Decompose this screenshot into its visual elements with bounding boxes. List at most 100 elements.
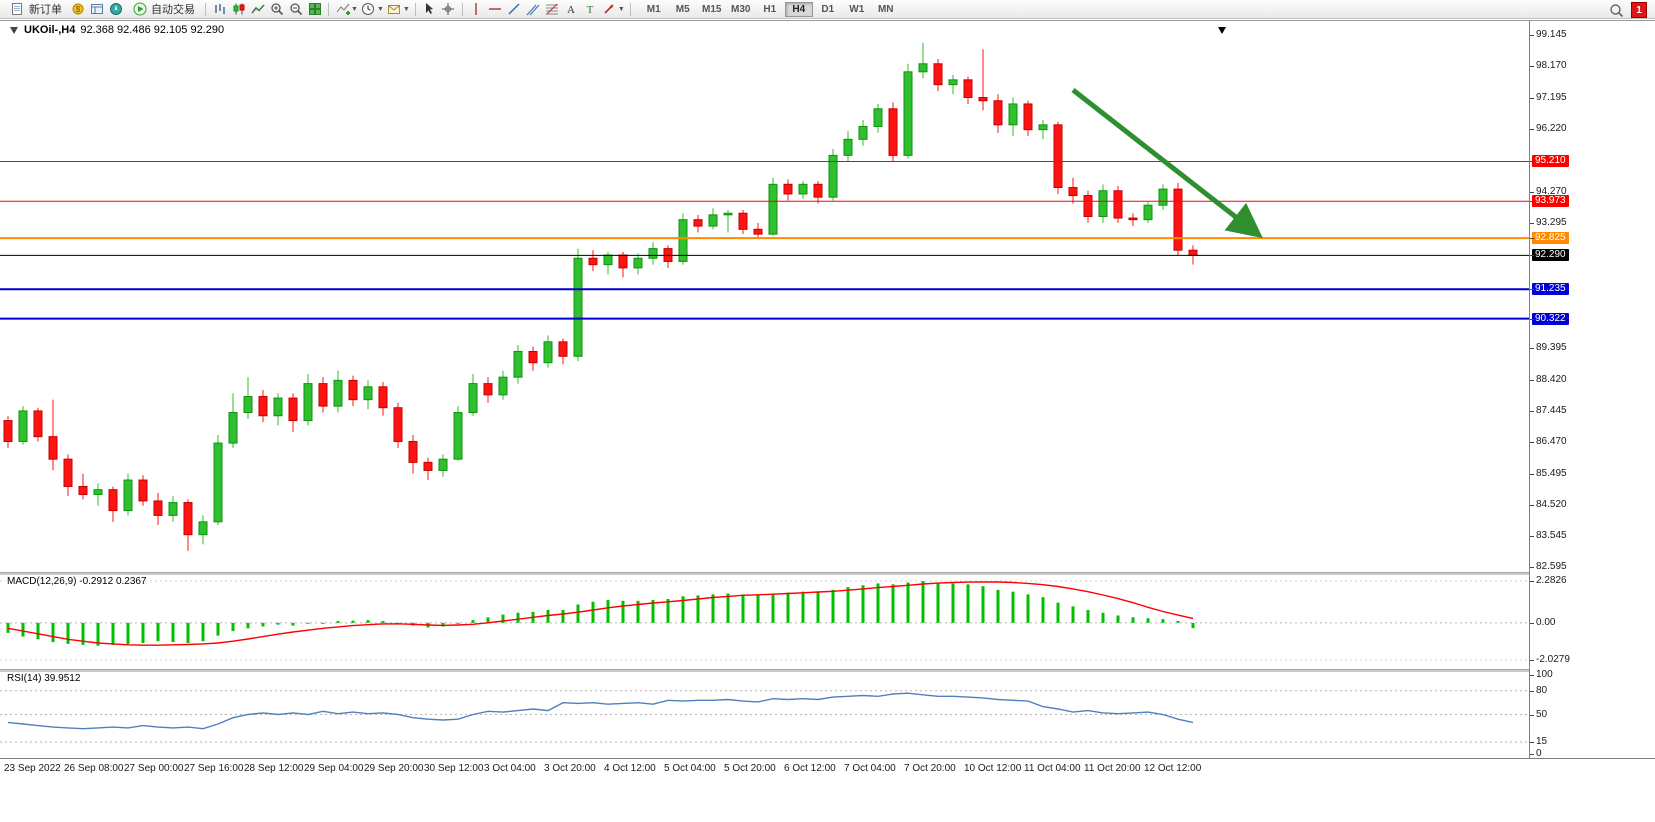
timeframe-h4[interactable]: H4	[784, 1, 813, 17]
macd-histogram-bar	[936, 582, 940, 623]
price-axis-label: 98.170	[1536, 60, 1567, 72]
candlestick-chart-icon[interactable]	[230, 1, 247, 17]
candle-body	[93, 489, 103, 496]
macd-histogram-bar	[861, 585, 865, 623]
macd-histogram-bar	[1026, 594, 1030, 623]
timeframe-w1[interactable]: W1	[849, 3, 865, 15]
timeframe-m1[interactable]: M1	[646, 3, 661, 15]
macd-indicator-panel[interactable]	[0, 574, 1529, 669]
macd-histogram-bar	[231, 622, 235, 632]
price-axis-label: 82.595	[1536, 561, 1567, 572]
macd-histogram-bar	[291, 622, 295, 626]
text-label-icon[interactable]: T	[582, 1, 599, 17]
candle-body	[888, 108, 898, 156]
market-watch-icon[interactable]: $	[69, 1, 86, 17]
navigator-icon[interactable]	[107, 1, 124, 17]
indicators-icon[interactable]	[334, 1, 351, 17]
timeframe-m5[interactable]: M5	[675, 3, 690, 15]
timeframe-m30[interactable]: M30	[731, 3, 751, 15]
new-order-button[interactable]: 新订单	[4, 0, 67, 18]
candle-body	[1083, 195, 1093, 217]
panel-splitter[interactable]	[0, 572, 1655, 575]
periods-icon[interactable]	[360, 1, 377, 17]
chart-symbol-icon[interactable]	[8, 25, 19, 36]
toolbar-separator	[414, 2, 416, 16]
zoom-in-icon[interactable]	[268, 1, 285, 17]
axis-tick	[1530, 742, 1534, 744]
autotrading-button[interactable]: 自动交易	[126, 0, 200, 18]
macd-histogram-bar	[876, 583, 880, 623]
candle-body	[138, 479, 148, 502]
search-icon[interactable]	[1608, 2, 1625, 18]
macd-histogram-bar	[321, 622, 325, 624]
timeframe-m15[interactable]: M15	[702, 3, 722, 15]
macd-histogram-bar	[246, 622, 250, 629]
candle-body	[483, 383, 493, 396]
axis-tick	[1530, 223, 1534, 225]
crosshair-icon[interactable]	[440, 1, 457, 17]
candle-body	[78, 485, 88, 496]
candle-body	[198, 521, 208, 536]
macd-histogram-bar	[51, 622, 55, 643]
macd-histogram-bar	[156, 622, 160, 642]
macd-label: MACD(12,26,9) -0.2912 0.2367	[5, 576, 149, 587]
macd-histogram-bar	[906, 582, 910, 623]
macd-histogram-bar	[1161, 619, 1165, 623]
candle-body	[1023, 103, 1033, 131]
fibonacci-icon[interactable]	[544, 1, 561, 17]
equidistant-channel-icon[interactable]	[525, 1, 542, 17]
arrows-dropdown-caret[interactable]: ▼	[617, 5, 625, 13]
price-axis[interactable]: 95.210 93.973 92.825 91.235 90.322 92.290 99.1…	[1529, 21, 1655, 759]
price-level-badge: 92.825	[1532, 232, 1569, 245]
candle-body	[1053, 124, 1063, 189]
periods-dropdown-caret[interactable]: ▼	[376, 5, 384, 13]
timeframe-mn[interactable]: MN	[877, 3, 894, 15]
top-toolbar: 新订单 $ 自动交易	[0, 0, 1655, 19]
time-axis-line	[0, 758, 1655, 759]
vertical-line-icon[interactable]	[468, 1, 485, 17]
axis-tick	[1530, 660, 1534, 661]
candle-body	[948, 79, 958, 86]
macd-histogram-bar	[441, 622, 445, 627]
macd-histogram-bar	[366, 620, 370, 623]
horizontal-line-icon[interactable]	[487, 1, 504, 17]
rsi-indicator-panel[interactable]	[0, 671, 1529, 758]
axis-tick	[1530, 201, 1534, 203]
candle-body	[1128, 217, 1138, 221]
notification-badge[interactable]: 1	[1631, 2, 1647, 18]
macd-histogram-bar	[1086, 610, 1090, 623]
macd-histogram-bar	[561, 610, 565, 623]
macd-histogram-bar	[336, 621, 340, 623]
line-chart-icon[interactable]	[249, 1, 266, 17]
templates-dropdown-caret[interactable]: ▼	[402, 5, 410, 13]
price-level-badge: 93.973	[1532, 195, 1569, 208]
cursor-icon[interactable]	[421, 1, 438, 17]
data-window-icon[interactable]	[88, 1, 105, 17]
macd-histogram-bar	[636, 600, 640, 623]
main-candlestick-chart[interactable]	[0, 21, 1529, 572]
toolbar-separator	[629, 2, 631, 16]
templates-icon[interactable]	[386, 1, 403, 17]
tile-windows-icon[interactable]	[306, 1, 323, 17]
panel-splitter[interactable]	[0, 669, 1655, 672]
candle-body	[768, 183, 778, 235]
trendline-icon[interactable]	[506, 1, 523, 17]
timeframe-d1[interactable]: D1	[821, 3, 835, 15]
candle-body	[183, 502, 193, 536]
indicators-dropdown-caret[interactable]: ▼	[351, 5, 358, 13]
candle-body	[498, 376, 508, 396]
macd-histogram-bar	[216, 622, 220, 636]
arrows-icon[interactable]	[601, 1, 618, 17]
axis-tick	[1530, 161, 1534, 163]
bar-chart-icon[interactable]	[211, 1, 228, 17]
time-axis[interactable]: 23 Sep 2022 26 Sep 08:00 27 Sep 00:00 27 Se…	[0, 760, 1529, 778]
candle-body	[423, 461, 433, 471]
time-axis-label: 29 Sep 20:00	[364, 763, 424, 774]
time-axis-label: 11 Oct 04:00	[1024, 763, 1081, 774]
rsi-scale-label: 50	[1536, 708, 1548, 720]
zoom-out-icon[interactable]	[287, 1, 304, 17]
timeframe-h1[interactable]: H1	[763, 3, 777, 15]
price-level-badge: 95.210	[1532, 155, 1569, 168]
text-icon[interactable]: A	[563, 1, 580, 17]
candle-body	[1098, 190, 1108, 217]
